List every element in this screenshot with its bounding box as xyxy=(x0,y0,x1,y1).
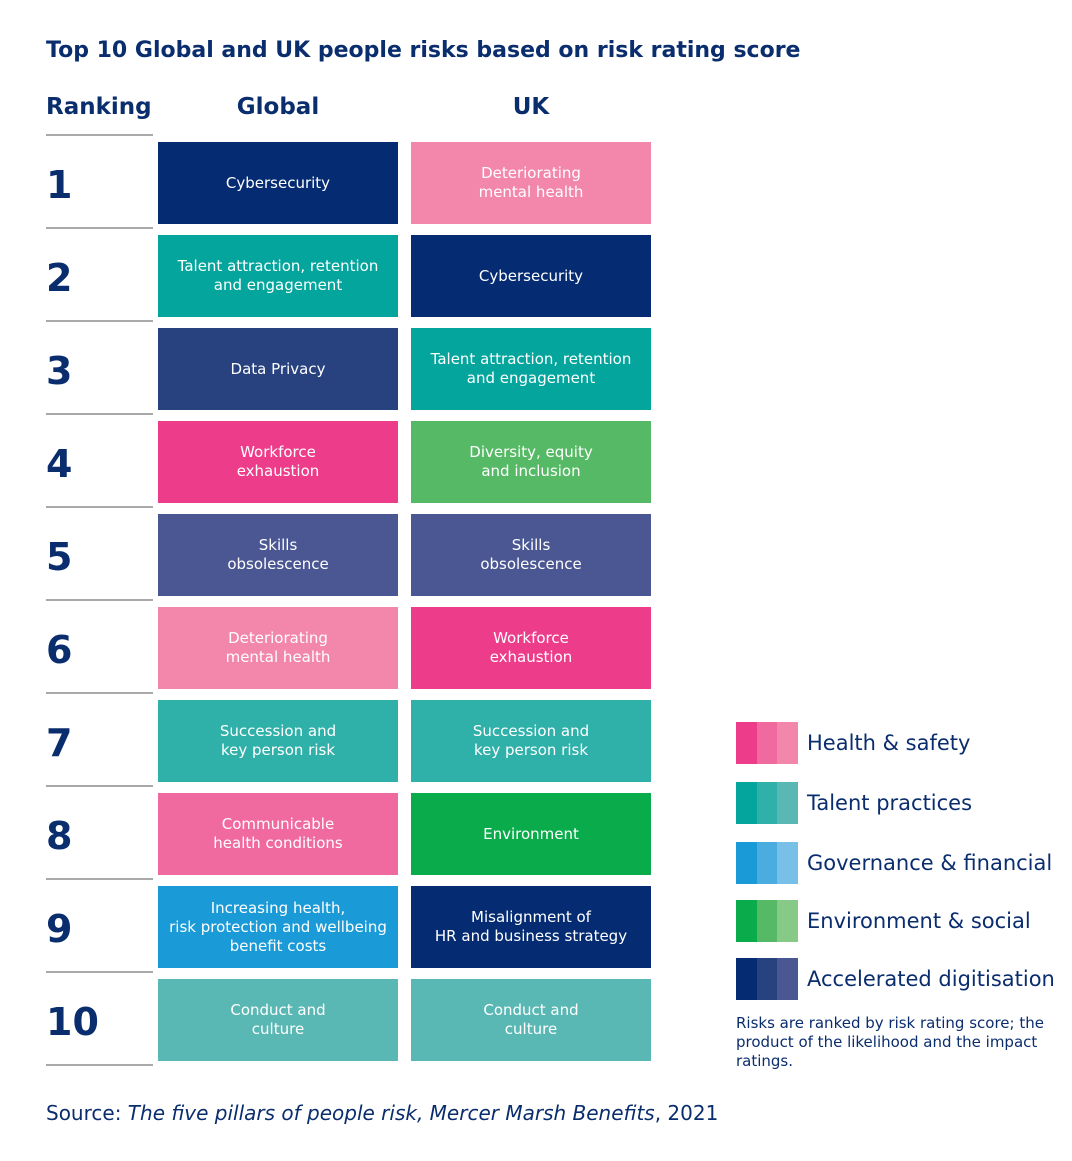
rank-number: 6 xyxy=(46,628,73,672)
swatch-shade xyxy=(736,722,757,764)
global-risk-box: Conduct and culture xyxy=(158,979,398,1061)
legend-label: Talent practices xyxy=(807,791,973,815)
global-risk-box: Skills obsolescence xyxy=(158,514,398,596)
global-risk-box: Increasing health, risk protection and w… xyxy=(158,886,398,968)
rank-divider xyxy=(46,320,153,322)
swatch-shade xyxy=(756,722,778,764)
swatch-shade xyxy=(777,958,799,1000)
rank-number: 9 xyxy=(46,907,73,951)
uk-risk-box: Workforce exhaustion xyxy=(411,607,651,689)
legend-swatch xyxy=(736,900,799,942)
legend-item: Health & safety xyxy=(736,722,970,764)
swatch-shade xyxy=(756,900,778,942)
source-suffix: , 2021 xyxy=(654,1101,719,1125)
uk-risk-box: Talent attraction, retention and engagem… xyxy=(411,328,651,410)
uk-header: UK xyxy=(512,94,550,120)
rank-number: 4 xyxy=(46,442,73,486)
swatch-shade xyxy=(777,782,799,824)
swatch-shade xyxy=(736,842,757,884)
swatch-shade xyxy=(756,782,778,824)
rank-divider xyxy=(46,785,153,787)
swatch-shade xyxy=(777,842,799,884)
legend-label: Environment & social xyxy=(807,909,1031,933)
uk-risk-box: Diversity, equity and inclusion xyxy=(411,421,651,503)
rank-number: 7 xyxy=(46,721,73,765)
rank-divider xyxy=(46,506,153,508)
legend-label: Accelerated digitisation xyxy=(807,967,1055,991)
global-risk-box: Talent attraction, retention and engagem… xyxy=(158,235,398,317)
source-title: The five pillars of people risk, Mercer … xyxy=(127,1101,655,1125)
source-citation: Source: The five pillars of people risk,… xyxy=(46,1101,718,1125)
source-prefix: Source: xyxy=(46,1101,128,1125)
rank-number: 1 xyxy=(46,163,73,207)
uk-risk-box: Skills obsolescence xyxy=(411,514,651,596)
uk-risk-box: Environment xyxy=(411,793,651,875)
swatch-shade xyxy=(736,782,757,824)
uk-risk-box: Succession and key person risk xyxy=(411,700,651,782)
uk-risk-box: Misalignment of HR and business strategy xyxy=(411,886,651,968)
chart-title: Top 10 Global and UK people risks based … xyxy=(46,38,801,63)
rank-divider xyxy=(46,134,153,136)
swatch-shade xyxy=(756,842,778,884)
legend-label: Governance & financial xyxy=(807,851,1053,875)
uk-risk-box: Deteriorating mental health xyxy=(411,142,651,224)
global-risk-box: Communicable health conditions xyxy=(158,793,398,875)
legend-swatch xyxy=(736,842,799,884)
legend-swatch xyxy=(736,782,799,824)
legend-note: Risks are ranked by risk rating score; t… xyxy=(736,1014,1044,1070)
ranking-header: Ranking xyxy=(46,94,152,120)
legend-swatch xyxy=(736,958,799,1000)
swatch-shade xyxy=(777,900,799,942)
legend-item: Governance & financial xyxy=(736,842,1052,884)
legend-item: Environment & social xyxy=(736,900,1031,942)
swatch-shade xyxy=(756,958,778,1000)
rank-divider xyxy=(46,599,153,601)
uk-risk-box: Conduct and culture xyxy=(411,979,651,1061)
rank-number: 8 xyxy=(46,814,73,858)
global-risk-box: Deteriorating mental health xyxy=(158,607,398,689)
rank-number: 3 xyxy=(46,349,73,393)
uk-risk-box: Cybersecurity xyxy=(411,235,651,317)
legend-swatch xyxy=(736,722,799,764)
rank-number: 10 xyxy=(46,1000,99,1044)
legend-label: Health & safety xyxy=(807,731,971,755)
swatch-shade xyxy=(777,722,799,764)
swatch-shade xyxy=(736,900,757,942)
rank-divider xyxy=(46,227,153,229)
swatch-shade xyxy=(736,958,757,1000)
rank-divider xyxy=(46,413,153,415)
global-header: Global xyxy=(236,94,320,120)
rank-divider xyxy=(46,878,153,880)
legend-item: Accelerated digitisation xyxy=(736,958,1055,1000)
rank-number: 2 xyxy=(46,256,73,300)
global-risk-box: Workforce exhaustion xyxy=(158,421,398,503)
global-risk-box: Data Privacy xyxy=(158,328,398,410)
rank-divider xyxy=(46,971,153,973)
global-risk-box: Succession and key person risk xyxy=(158,700,398,782)
rank-divider xyxy=(46,1064,153,1066)
rank-divider xyxy=(46,692,153,694)
global-risk-box: Cybersecurity xyxy=(158,142,398,224)
legend-item: Talent practices xyxy=(736,782,972,824)
rank-number: 5 xyxy=(46,535,73,579)
